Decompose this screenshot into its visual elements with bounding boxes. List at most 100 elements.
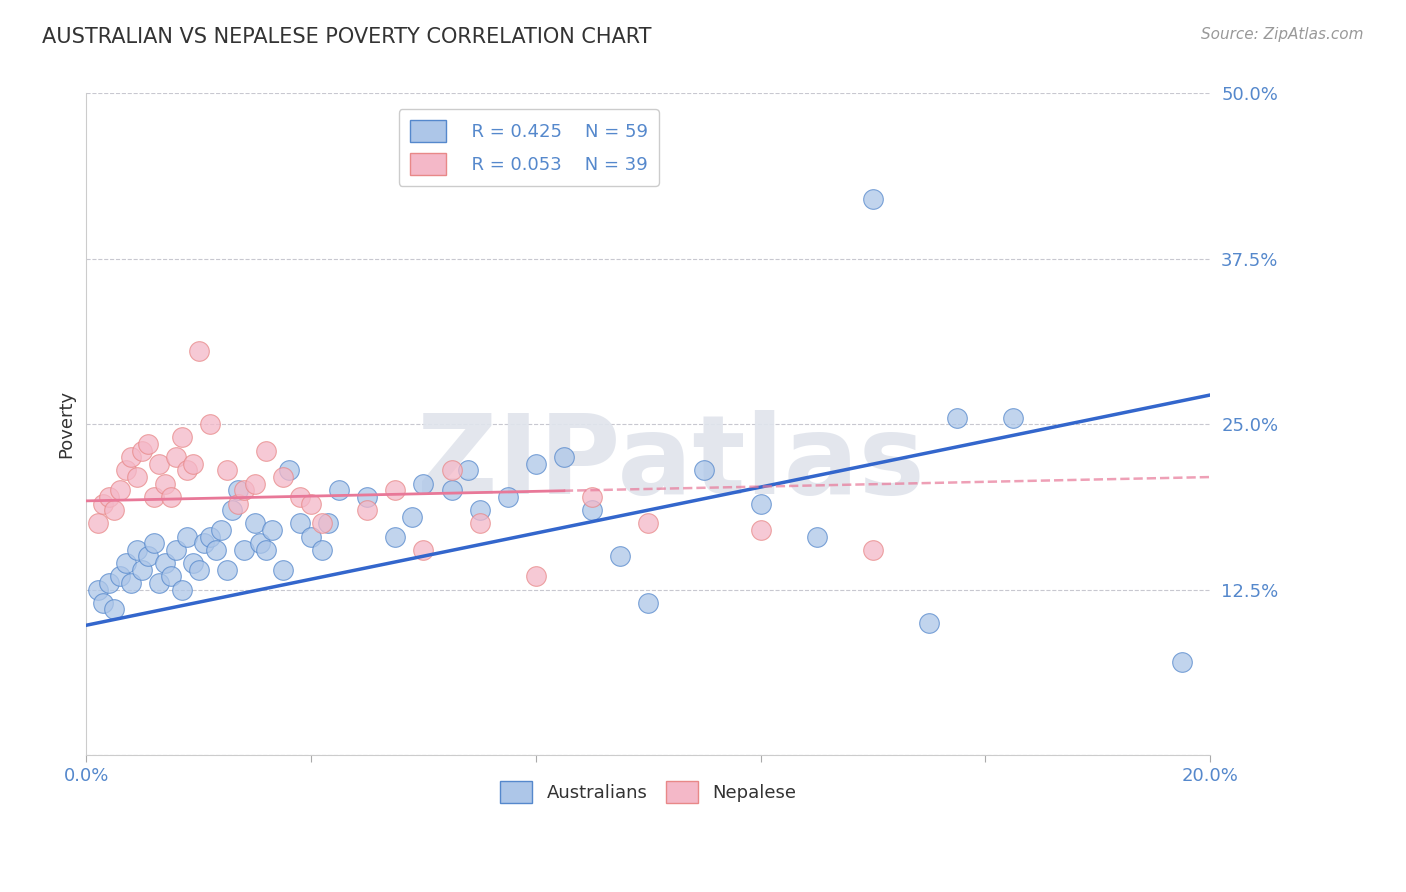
Point bbox=[749, 496, 772, 510]
Point bbox=[170, 582, 193, 597]
Point bbox=[187, 344, 209, 359]
Point bbox=[125, 470, 148, 484]
Point bbox=[108, 483, 131, 498]
Point bbox=[204, 542, 226, 557]
Point bbox=[153, 476, 176, 491]
Point bbox=[299, 530, 322, 544]
Point bbox=[165, 450, 187, 465]
Point bbox=[609, 549, 631, 564]
Point bbox=[243, 476, 266, 491]
Point bbox=[356, 490, 378, 504]
Point bbox=[142, 536, 165, 550]
Point bbox=[193, 536, 215, 550]
Point bbox=[181, 556, 204, 570]
Point bbox=[136, 549, 159, 564]
Point bbox=[637, 516, 659, 531]
Point bbox=[125, 542, 148, 557]
Point bbox=[553, 450, 575, 465]
Point bbox=[91, 596, 114, 610]
Point bbox=[384, 530, 406, 544]
Point bbox=[1002, 410, 1025, 425]
Point bbox=[215, 463, 238, 477]
Point bbox=[232, 483, 254, 498]
Point bbox=[524, 457, 547, 471]
Point bbox=[749, 523, 772, 537]
Point bbox=[440, 463, 463, 477]
Point bbox=[97, 490, 120, 504]
Point bbox=[412, 542, 434, 557]
Point bbox=[232, 542, 254, 557]
Point bbox=[103, 602, 125, 616]
Point bbox=[1171, 655, 1194, 669]
Point bbox=[693, 463, 716, 477]
Point bbox=[440, 483, 463, 498]
Point bbox=[153, 556, 176, 570]
Point bbox=[86, 582, 108, 597]
Point bbox=[277, 463, 299, 477]
Point bbox=[862, 542, 884, 557]
Point bbox=[243, 516, 266, 531]
Point bbox=[249, 536, 271, 550]
Point bbox=[496, 490, 519, 504]
Point bbox=[159, 490, 181, 504]
Point bbox=[946, 410, 969, 425]
Point bbox=[254, 542, 277, 557]
Point bbox=[103, 503, 125, 517]
Point bbox=[271, 563, 294, 577]
Point bbox=[918, 615, 941, 630]
Point bbox=[288, 516, 311, 531]
Y-axis label: Poverty: Poverty bbox=[58, 390, 75, 458]
Point bbox=[581, 503, 603, 517]
Point bbox=[328, 483, 350, 498]
Point bbox=[637, 596, 659, 610]
Point bbox=[468, 516, 491, 531]
Point bbox=[311, 516, 333, 531]
Point bbox=[114, 556, 136, 570]
Point bbox=[221, 503, 243, 517]
Point bbox=[136, 437, 159, 451]
Point bbox=[86, 516, 108, 531]
Text: Source: ZipAtlas.com: Source: ZipAtlas.com bbox=[1201, 27, 1364, 42]
Point bbox=[260, 523, 283, 537]
Point bbox=[401, 509, 423, 524]
Point bbox=[581, 490, 603, 504]
Point bbox=[457, 463, 479, 477]
Legend: Australians, Nepalese: Australians, Nepalese bbox=[491, 772, 806, 812]
Point bbox=[271, 470, 294, 484]
Point bbox=[862, 192, 884, 206]
Point bbox=[120, 575, 142, 590]
Point bbox=[114, 463, 136, 477]
Point bbox=[215, 563, 238, 577]
Point bbox=[176, 463, 198, 477]
Point bbox=[91, 496, 114, 510]
Point bbox=[131, 563, 153, 577]
Point bbox=[288, 490, 311, 504]
Point bbox=[468, 503, 491, 517]
Point bbox=[226, 483, 249, 498]
Point bbox=[148, 457, 170, 471]
Point bbox=[120, 450, 142, 465]
Point bbox=[316, 516, 339, 531]
Point bbox=[148, 575, 170, 590]
Point bbox=[108, 569, 131, 583]
Point bbox=[226, 496, 249, 510]
Point bbox=[142, 490, 165, 504]
Text: ZIPatlas: ZIPatlas bbox=[416, 410, 925, 517]
Point bbox=[176, 530, 198, 544]
Point bbox=[97, 575, 120, 590]
Point bbox=[165, 542, 187, 557]
Point bbox=[181, 457, 204, 471]
Point bbox=[311, 542, 333, 557]
Point bbox=[131, 443, 153, 458]
Point bbox=[198, 530, 221, 544]
Point bbox=[159, 569, 181, 583]
Point bbox=[412, 476, 434, 491]
Point bbox=[170, 430, 193, 444]
Point bbox=[384, 483, 406, 498]
Point bbox=[806, 530, 828, 544]
Point bbox=[187, 563, 209, 577]
Point bbox=[198, 417, 221, 431]
Point bbox=[254, 443, 277, 458]
Point bbox=[299, 496, 322, 510]
Point bbox=[209, 523, 232, 537]
